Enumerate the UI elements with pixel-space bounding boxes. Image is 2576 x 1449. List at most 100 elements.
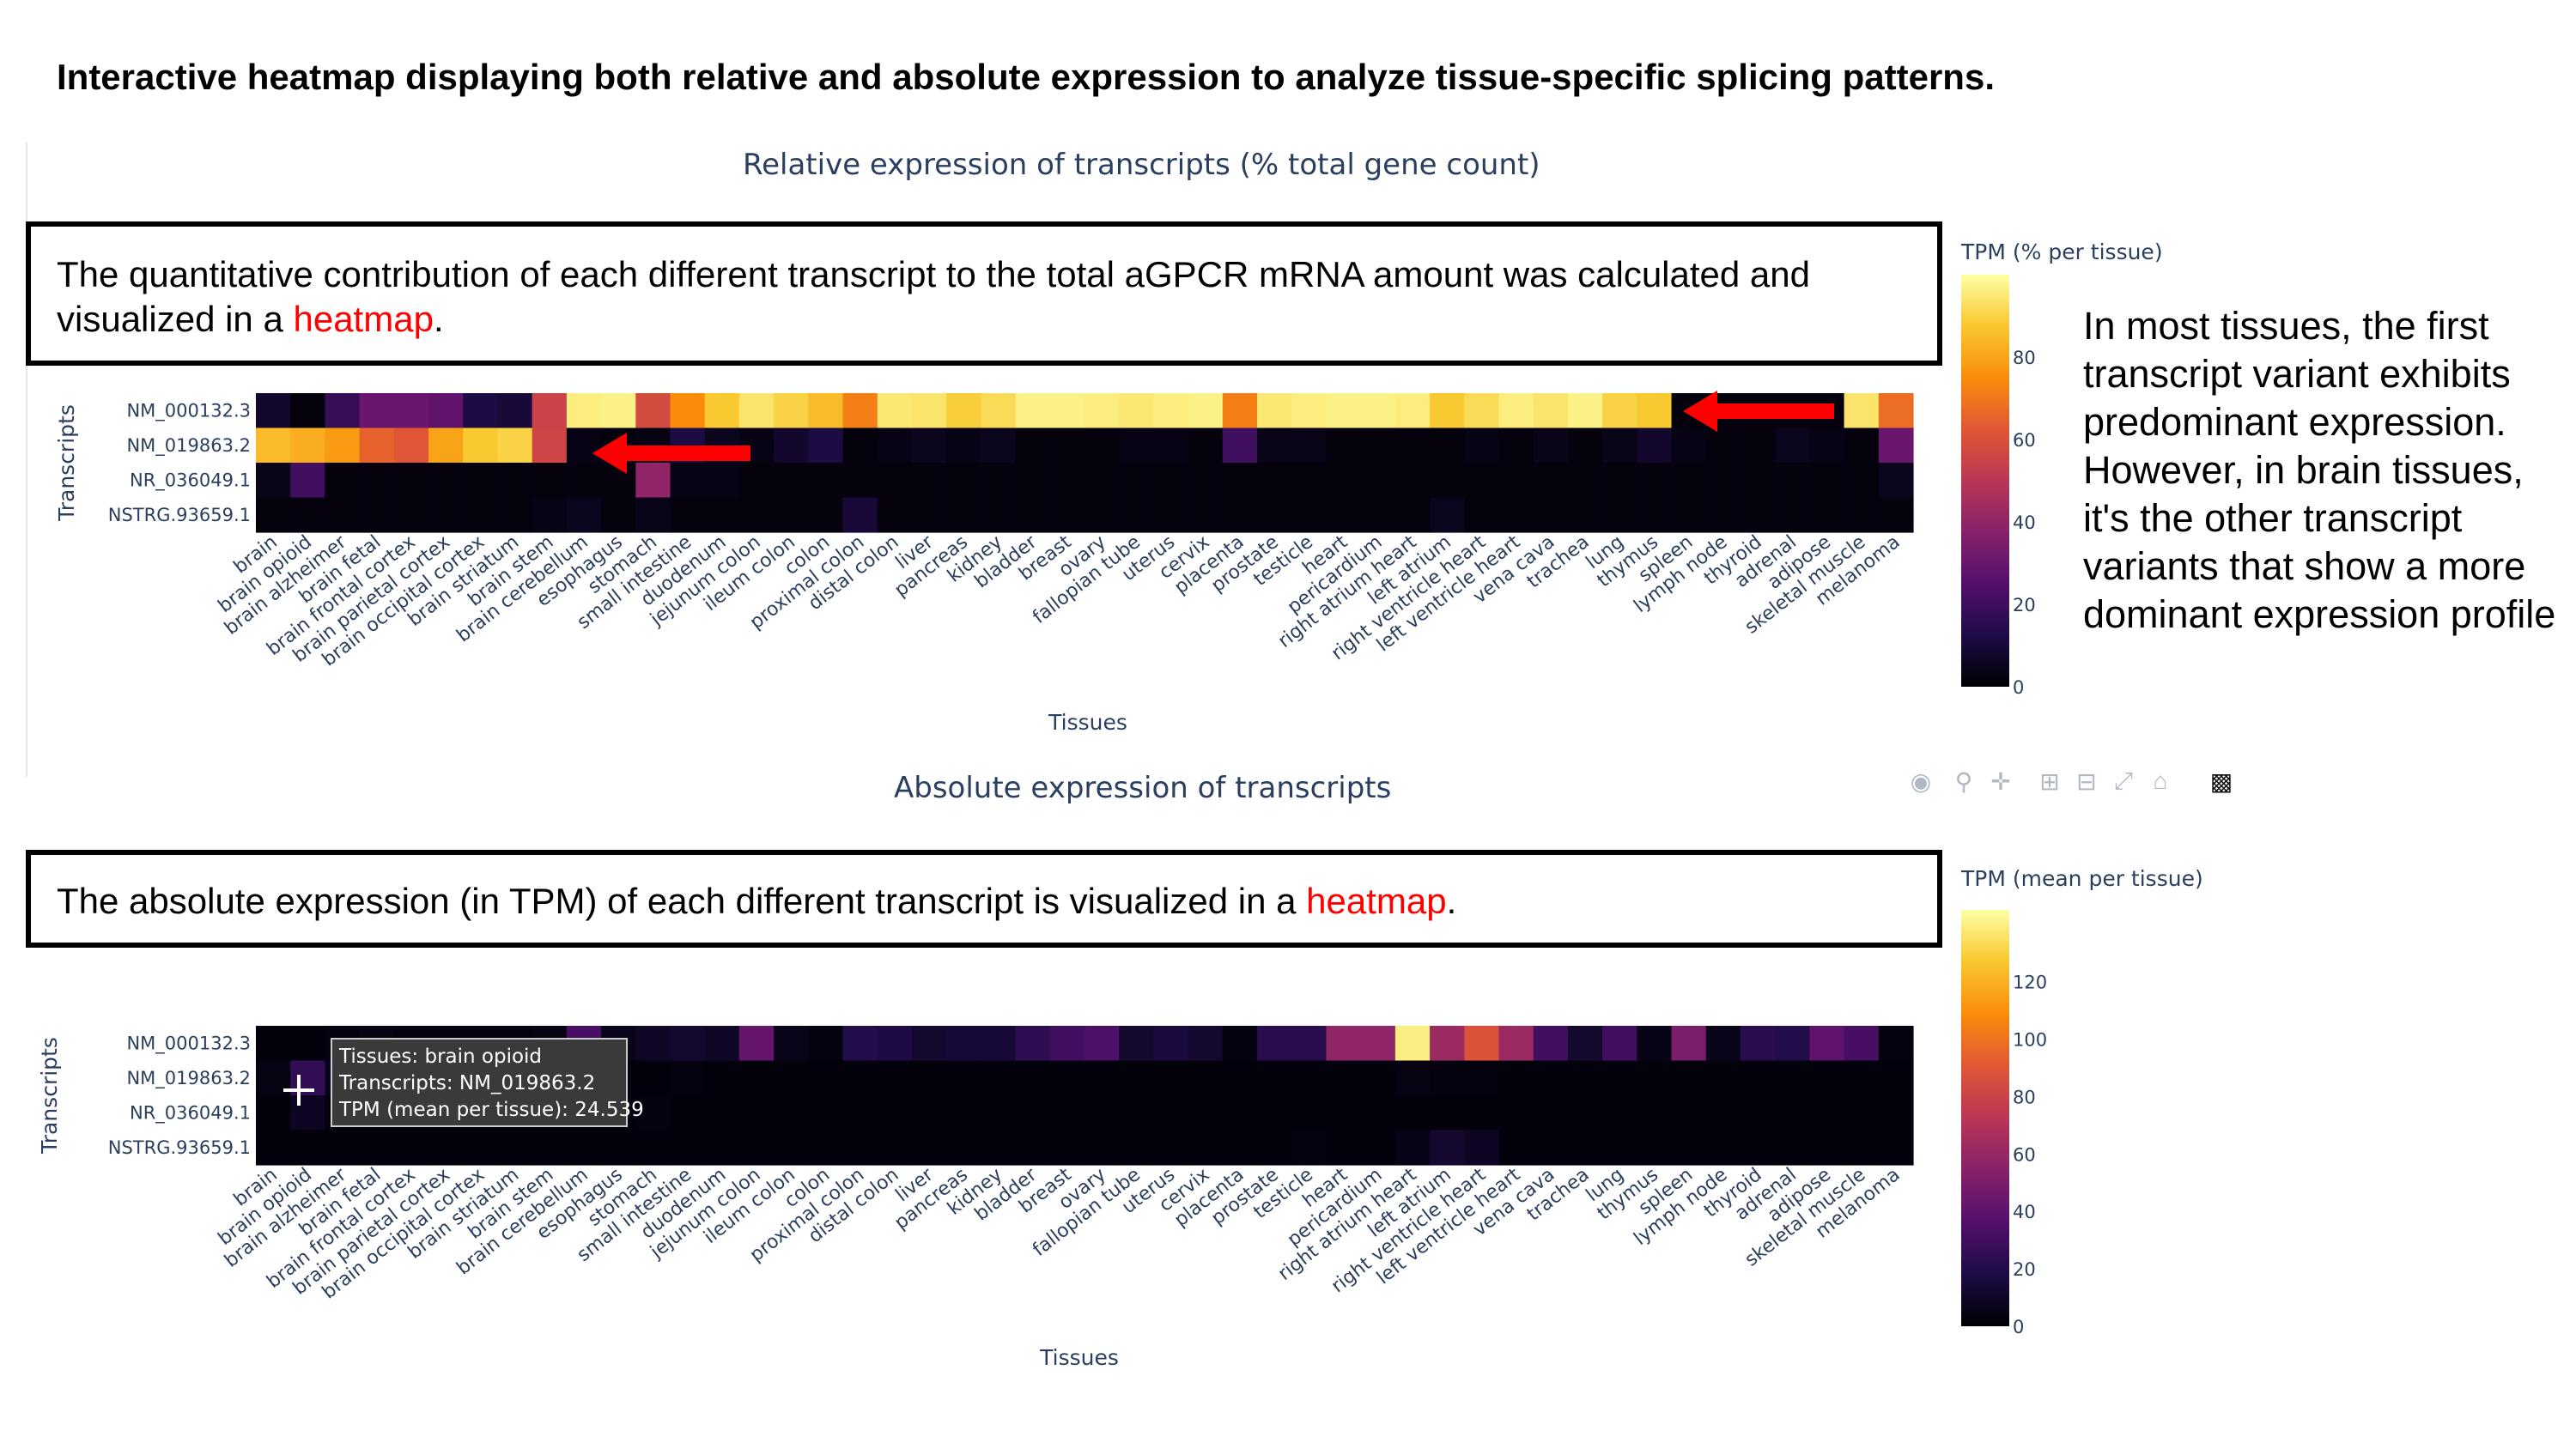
autoscale-icon[interactable]: ⤢ [2113,767,2134,794]
absolute-heatmap-cell [981,1095,1017,1131]
camera-icon[interactable]: ◉ [1910,767,1932,795]
absolute-heatmap-cell [1498,1026,1534,1062]
absolute-callout-end: . [1446,881,1457,921]
relative-heatmap-cell [1498,393,1534,429]
pan-icon[interactable]: ✛ [1990,767,2011,795]
absolute-heatmap-cell [1567,1130,1603,1166]
relative-y-tick-label: NM_000132.3 [126,400,251,421]
relative-heatmap-cell [290,393,326,429]
absolute-heatmap-cell [1430,1026,1465,1062]
relative-heatmap-cell [911,497,947,533]
absolute-heatmap-cell [1671,1095,1707,1131]
relative-callout-highlight: heatmap [293,299,434,339]
relative-heatmap-cell [566,497,602,533]
absolute-heatmap-cell [1049,1060,1085,1096]
relative-heatmap-cell [738,393,775,429]
relative-x-axis-title: Tissues [1048,710,1127,735]
absolute-heatmap-cell [981,1130,1017,1166]
relative-heatmap-cell [1015,463,1051,499]
absolute-heatmap-cell [1844,1026,1880,1062]
relative-heatmap-cell [1360,427,1396,464]
relative-heatmap-cell [842,463,878,499]
absolute-heatmap-cell [1533,1060,1569,1096]
relative-heatmap-cell [532,497,568,533]
absolute-heatmap-cell [1119,1026,1155,1062]
absolute-heatmap-cell [946,1060,981,1096]
relative-heatmap-cell [428,393,464,429]
relative-heatmap-cell [1844,463,1880,499]
absolute-heatmap-cell [1015,1130,1051,1166]
home-icon[interactable]: ⌂ [2153,767,2168,794]
absolute-heatmap-cell [1878,1026,1914,1062]
absolute-heatmap-cell [808,1130,844,1166]
relative-heatmap-cell [566,463,602,499]
relative-heatmap-cell [256,463,291,499]
absolute-heatmap-cell [1084,1130,1120,1166]
relative-heatmap-cell [1291,427,1327,464]
absolute-heatmap-cell [877,1130,913,1166]
absolute-heatmap-cell [1291,1026,1327,1062]
relative-heatmap-cell [1671,497,1707,533]
absolute-y-tick-label: NSTRG.93659.1 [108,1137,251,1158]
relative-heatmap-cell [738,463,775,499]
relative-heatmap-cell [1394,463,1431,499]
absolute-heatmap-cell [1878,1130,1914,1166]
absolute-heatmap-cell [1809,1026,1845,1062]
absolute-y-tick-label: NM_000132.3 [126,1033,251,1054]
relative-colorbar-tick: 40 [2013,512,2036,533]
absolute-y-axis-title: Transcripts [37,1037,62,1155]
absolute-heatmap-cell [911,1130,947,1166]
relative-heatmap-cell [1257,463,1292,499]
absolute-heatmap-cell [1637,1130,1673,1166]
relative-heatmap-cell [393,393,429,429]
relative-heatmap-cell [738,497,775,533]
relative-heatmap-cell [1637,463,1673,499]
relative-heatmap-cell [981,463,1017,499]
relative-heatmap-cell [1567,393,1603,429]
relative-heatmap-cell [911,463,947,499]
tooltip-line-transcript: Transcripts: NM_019863.2 [339,1072,596,1094]
relative-colorbar-tick: 80 [2013,348,2036,368]
relative-heatmap-cell [256,427,291,464]
relative-heatmap-cell [1430,463,1465,499]
relative-heatmap-cell [1602,427,1637,464]
absolute-heatmap-cell [1257,1060,1292,1096]
relative-heatmap-cell [1637,497,1673,533]
absolute-heatmap-cell [290,1095,326,1131]
absolute-heatmap-cell [1602,1130,1637,1166]
absolute-heatmap-cell [1567,1095,1603,1131]
absolute-heatmap-cell [842,1095,878,1131]
relative-heatmap-cell [290,427,326,464]
absolute-heatmap-cell [1188,1130,1224,1166]
relative-heatmap-cell [1015,393,1051,429]
relative-heatmap-cell [1015,427,1051,464]
absolute-heatmap-cell [1153,1060,1189,1096]
zoom-in-icon[interactable]: ⊞ [2039,767,2060,795]
zoom-out-icon[interactable]: ⊟ [2076,767,2097,795]
relative-heatmap-cell [1740,463,1776,499]
relative-heatmap-cell [1326,393,1362,429]
relative-heatmap-cell [808,427,844,464]
relative-heatmap-cell [1360,497,1396,533]
relative-heatmap-cell [911,427,947,464]
absolute-heatmap-cell [1809,1130,1845,1166]
absolute-heatmap-cell [1637,1060,1673,1096]
plotly-logo-icon[interactable]: ▩ [2209,767,2233,795]
relative-heatmap-cell [463,393,499,429]
absolute-heatmap-cell [1498,1060,1534,1096]
absolute-heatmap-cell [1844,1095,1880,1131]
absolute-heatmap-cell [1119,1130,1155,1166]
absolute-colorbar-title: TPM (mean per tissue) [1960,866,2203,891]
zoom-icon[interactable]: ⚲ [1954,767,1973,795]
relative-heatmap-cell [1464,393,1500,429]
absolute-heatmap-cell [946,1026,981,1062]
absolute-heatmap-cell [635,1026,671,1062]
absolute-heatmap-cell [256,1026,291,1062]
relative-heatmap-cell [1188,463,1224,499]
arrow-thymus-shaft [1709,403,1834,419]
tooltip-line-value: TPM (mean per tissue): 24.539 [339,1099,644,1121]
relative-heatmap-cell [946,427,981,464]
relative-heatmap-cell [1705,427,1741,464]
relative-heatmap-cell [981,497,1017,533]
